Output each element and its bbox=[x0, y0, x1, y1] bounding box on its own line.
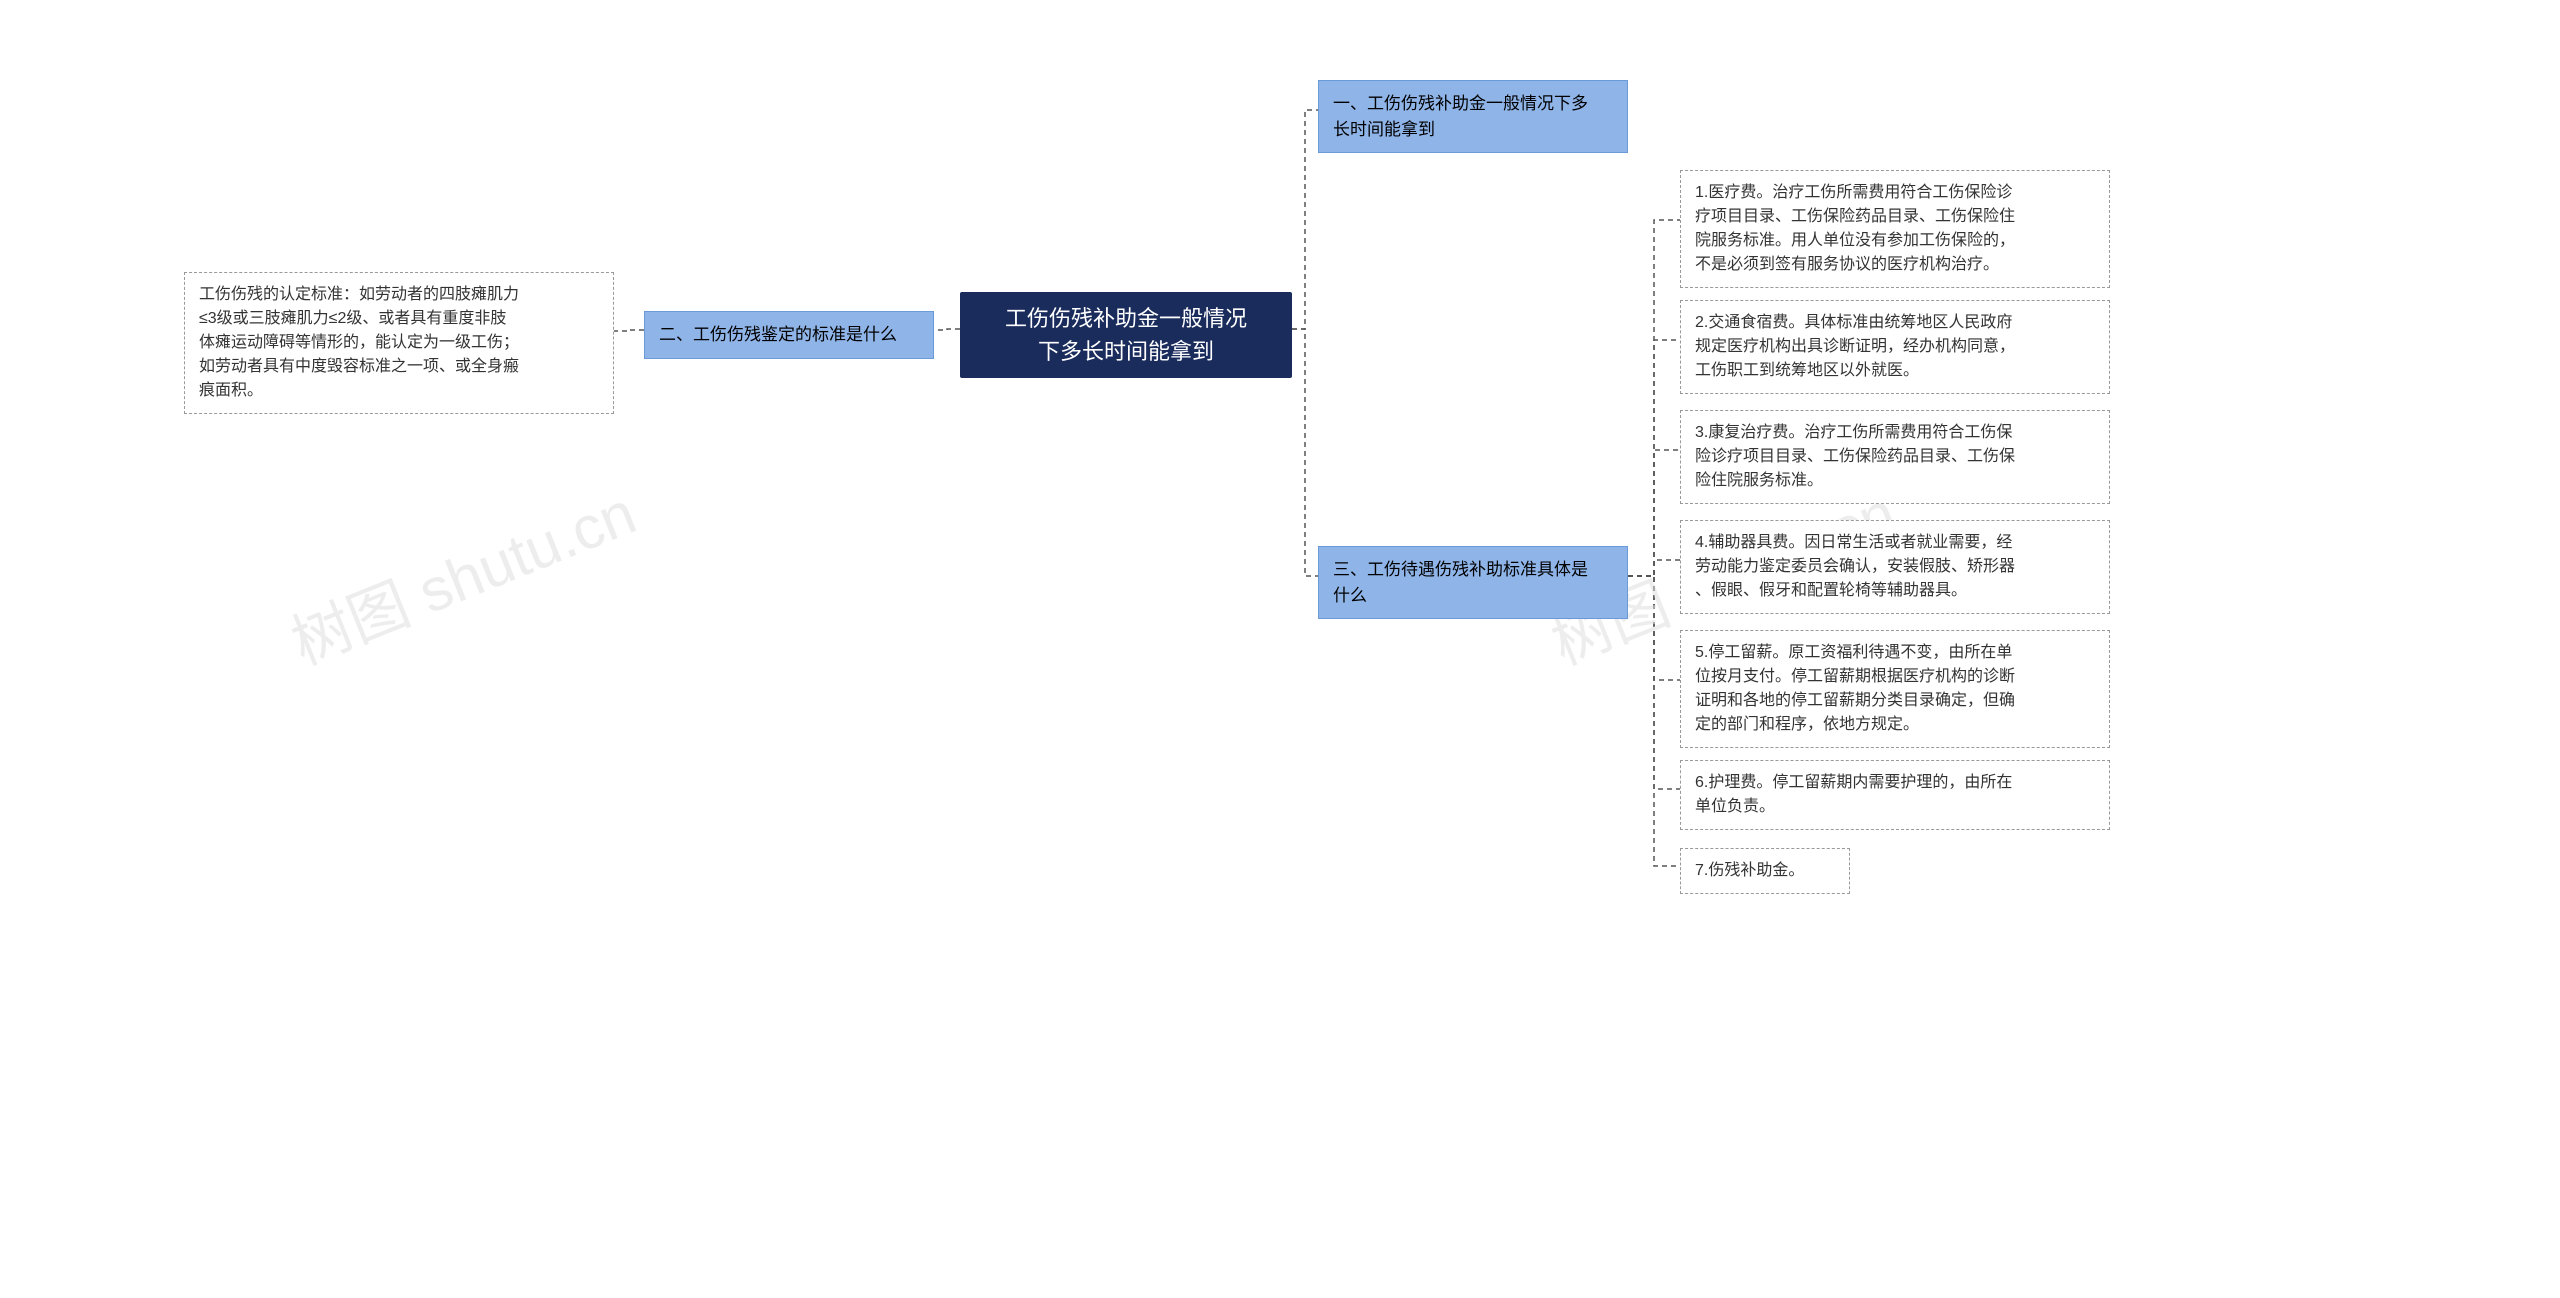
level1-node: 二、工伤伤残鉴定的标准是什么 bbox=[644, 311, 934, 359]
level1-node: 一、工伤伤残补助金一般情况下多长时间能拿到 bbox=[1318, 80, 1628, 153]
leaf-node: 7.伤残补助金。 bbox=[1680, 848, 1850, 894]
leaf-node: 工伤伤残的认定标准：如劳动者的四肢瘫肌力≤3级或三肢瘫肌力≤2级、或者具有重度非… bbox=[184, 272, 614, 414]
leaf-node: 6.护理费。停工留薪期内需要护理的，由所在单位负责。 bbox=[1680, 760, 2110, 830]
connector-layer bbox=[0, 0, 2560, 1298]
root-node: 工伤伤残补助金一般情况下多长时间能拿到 bbox=[960, 292, 1292, 378]
leaf-node: 2.交通食宿费。具体标准由统筹地区人民政府规定医疗机构出具诊断证明，经办机构同意… bbox=[1680, 300, 2110, 394]
leaf-node: 3.康复治疗费。治疗工伤所需费用符合工伤保险诊疗项目目录、工伤保险药品目录、工伤… bbox=[1680, 410, 2110, 504]
leaf-node: 1.医疗费。治疗工伤所需费用符合工伤保险诊疗项目目录、工伤保险药品目录、工伤保险… bbox=[1680, 170, 2110, 288]
watermark: 树图 shutu.cn bbox=[277, 465, 647, 682]
level1-node: 三、工伤待遇伤残补助标准具体是什么 bbox=[1318, 546, 1628, 619]
leaf-node: 5.停工留薪。原工资福利待遇不变，由所在单位按月支付。停工留薪期根据医疗机构的诊… bbox=[1680, 630, 2110, 748]
leaf-node: 4.辅助器具费。因日常生活或者就业需要，经劳动能力鉴定委员会确认，安装假肢、矫形… bbox=[1680, 520, 2110, 614]
